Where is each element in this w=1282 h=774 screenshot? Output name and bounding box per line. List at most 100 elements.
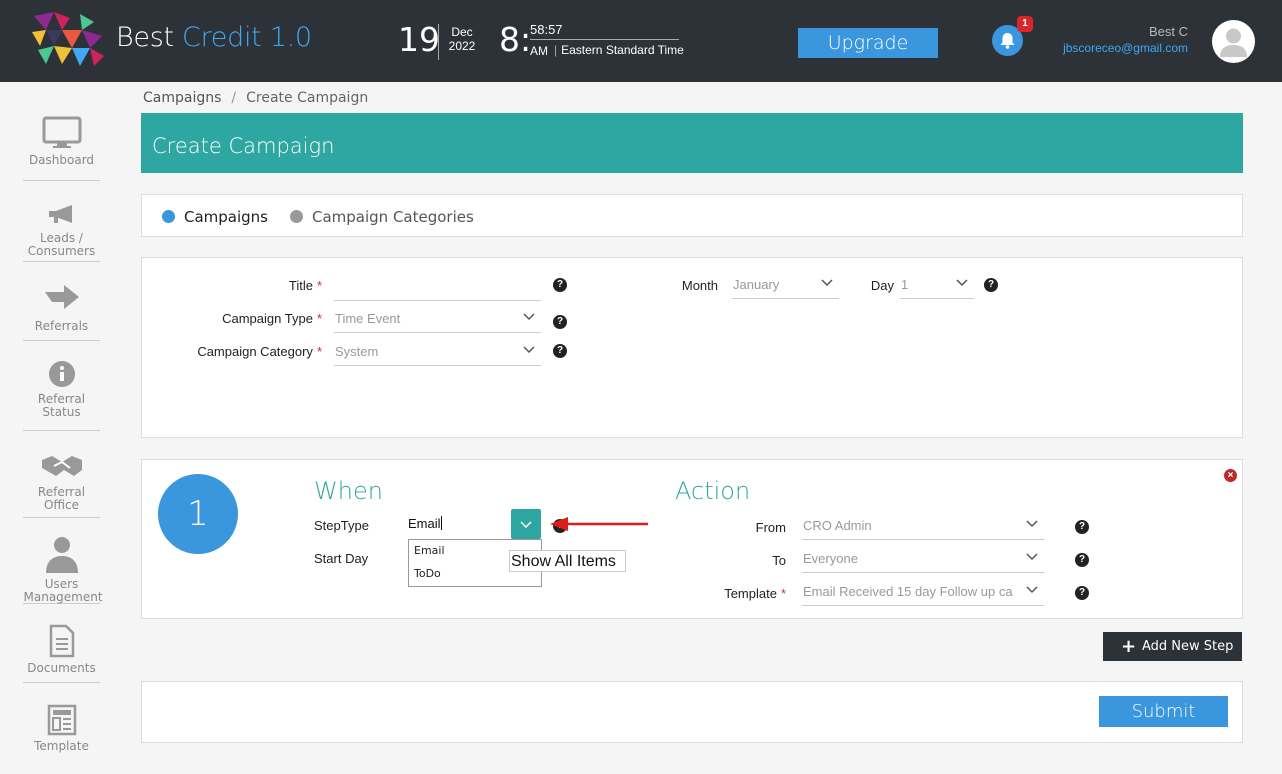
page-title: Create Campaign bbox=[152, 134, 335, 158]
megaphone-icon bbox=[48, 205, 72, 223]
breadcrumb-current: Create Campaign bbox=[246, 90, 369, 106]
page-title-bar: Create Campaign bbox=[141, 113, 1243, 173]
chevron-down-icon bbox=[1026, 520, 1038, 528]
user-avatar[interactable] bbox=[1212, 20, 1255, 63]
clock-month-year: Dec 2022 bbox=[448, 25, 476, 53]
plus-icon: + bbox=[1121, 636, 1137, 657]
submit-card: Submit bbox=[141, 681, 1243, 743]
campaign-category-help-icon[interactable]: ? bbox=[553, 344, 567, 358]
info-icon bbox=[48, 361, 75, 387]
step-card: 1 When Action × StepType Email ? Start D… bbox=[141, 459, 1243, 619]
app-brand: Best Credit 1.0 bbox=[116, 22, 312, 53]
bell-icon bbox=[1000, 33, 1015, 49]
from-help-icon[interactable]: ? bbox=[1075, 520, 1089, 534]
user-email[interactable]: jbscoreceo@gmail.com bbox=[1063, 41, 1188, 55]
user-icon bbox=[45, 537, 78, 573]
sidebar-item-dashboard[interactable]: Dashboard bbox=[23, 116, 100, 181]
to-select[interactable]: Everyone bbox=[802, 548, 1044, 573]
show-all-items-tooltip: Show All Items bbox=[509, 550, 626, 572]
clock-day: 19 bbox=[398, 20, 440, 59]
title-label: Title * bbox=[288, 278, 322, 293]
sidebar-item-label: Documents bbox=[27, 661, 96, 675]
campaign-type-select[interactable]: Time Event bbox=[334, 308, 541, 333]
brand-logo[interactable] bbox=[32, 12, 106, 68]
clock-divider bbox=[438, 24, 439, 60]
day-label: Day bbox=[870, 278, 894, 293]
sidebar-item-users-management[interactable]: Users Management bbox=[23, 534, 103, 604]
tab-campaign-categories[interactable]: Campaign Categories bbox=[290, 208, 474, 226]
sidebar-item-referrals[interactable]: Referrals bbox=[23, 282, 100, 341]
monitor-icon bbox=[42, 116, 81, 148]
chevron-down-icon bbox=[523, 346, 535, 354]
when-heading: When bbox=[314, 477, 383, 505]
sidebar-item-label: Referrals bbox=[34, 319, 89, 333]
title-help-icon[interactable]: ? bbox=[553, 278, 567, 292]
campaign-type-label: Campaign Type * bbox=[222, 311, 322, 326]
template-help-icon[interactable]: ? bbox=[1075, 586, 1089, 600]
tab-campaigns[interactable]: Campaigns bbox=[162, 208, 268, 226]
chevron-down-icon bbox=[821, 279, 833, 287]
clock-hour: 8: bbox=[499, 20, 532, 59]
sidebar-item-label: Leads / Consumers bbox=[27, 231, 96, 258]
breadcrumb-campaigns-link[interactable]: Campaigns bbox=[143, 90, 222, 106]
tab-active-dot bbox=[162, 210, 175, 223]
steptype-label: StepType bbox=[314, 518, 369, 533]
month-label: Month bbox=[681, 278, 718, 293]
chevron-down-icon bbox=[1026, 553, 1038, 561]
steptype-input[interactable]: Email bbox=[408, 516, 442, 531]
to-help-icon[interactable]: ? bbox=[1075, 553, 1089, 567]
arrow-right-icon bbox=[44, 285, 79, 309]
clock-underline bbox=[530, 39, 679, 40]
sidebar-item-referral-status[interactable]: Referral Status bbox=[23, 359, 100, 431]
sidebar-item-leads[interactable]: Leads / Consumers bbox=[23, 202, 100, 262]
breadcrumb: Campaigns / Create Campaign bbox=[143, 90, 368, 106]
campaign-category-select[interactable]: System bbox=[334, 341, 541, 366]
sidebar: Dashboard Leads / Consumers Referrals Re… bbox=[0, 82, 124, 764]
date-help-icon[interactable]: ? bbox=[984, 278, 998, 292]
clock-seconds: 58:57 bbox=[530, 22, 563, 37]
sidebar-item-label: Referral Status bbox=[37, 392, 86, 419]
notification-count-badge: 1 bbox=[1017, 16, 1033, 32]
sidebar-item-label: Template bbox=[34, 739, 89, 753]
step-number: 1 bbox=[158, 474, 238, 554]
sidebar-item-referral-office[interactable]: Referral Office bbox=[23, 452, 100, 518]
template-select[interactable]: Email Received 15 day Follow up ca bbox=[802, 581, 1044, 606]
clock-ampm: AM bbox=[530, 44, 548, 58]
upgrade-button[interactable]: Upgrade bbox=[798, 28, 938, 58]
annotation-arrow bbox=[550, 517, 648, 531]
sidebar-item-label: Users Management bbox=[23, 577, 103, 604]
chevron-down-icon bbox=[1026, 586, 1038, 594]
title-input[interactable] bbox=[334, 276, 541, 301]
remove-step-icon[interactable]: × bbox=[1224, 469, 1237, 482]
sidebar-item-label: Referral Office bbox=[37, 485, 86, 512]
sidebar-item-template[interactable]: Template bbox=[23, 704, 100, 774]
sidebar-item-label: Dashboard bbox=[28, 153, 95, 167]
day-select[interactable]: 1 bbox=[900, 274, 974, 299]
user-avatar-icon bbox=[1220, 28, 1247, 57]
user-name[interactable]: Best C bbox=[1148, 24, 1188, 39]
campaign-category-label: Campaign Category * bbox=[197, 344, 322, 359]
month-select[interactable]: January bbox=[732, 274, 839, 299]
dropdown-option-todo[interactable]: ToDo bbox=[414, 567, 441, 580]
to-label: To bbox=[772, 553, 786, 568]
handshake-icon bbox=[41, 456, 82, 476]
submit-button[interactable]: Submit bbox=[1099, 696, 1228, 727]
campaign-type-help-icon[interactable]: ? bbox=[553, 315, 567, 329]
campaign-form: Title * ? Campaign Type * Time Event ? Cam… bbox=[141, 257, 1243, 438]
template-label: Template * bbox=[724, 586, 786, 601]
steptype-dropdown-button[interactable] bbox=[511, 509, 541, 539]
add-new-step-button[interactable]: + Add New Step bbox=[1103, 632, 1242, 661]
startday-label: Start Day bbox=[314, 551, 369, 566]
chevron-down-icon bbox=[956, 279, 968, 287]
from-label: From bbox=[755, 520, 786, 535]
top-bar: Best Credit 1.0 19 Dec 2022 8: 58:57 AM |… bbox=[0, 0, 1282, 82]
action-heading: Action bbox=[675, 477, 751, 505]
chevron-down-icon bbox=[523, 313, 535, 321]
from-select[interactable]: CRO Admin bbox=[802, 515, 1044, 540]
sidebar-item-documents[interactable]: Documents bbox=[23, 624, 100, 683]
breadcrumb-separator: / bbox=[231, 90, 237, 106]
clock-timezone: | Eastern Standard Time bbox=[554, 43, 684, 57]
dropdown-option-email[interactable]: Email bbox=[414, 544, 445, 557]
tab-inactive-dot bbox=[290, 210, 303, 223]
tabs-card: Campaigns Campaign Categories bbox=[141, 194, 1243, 237]
